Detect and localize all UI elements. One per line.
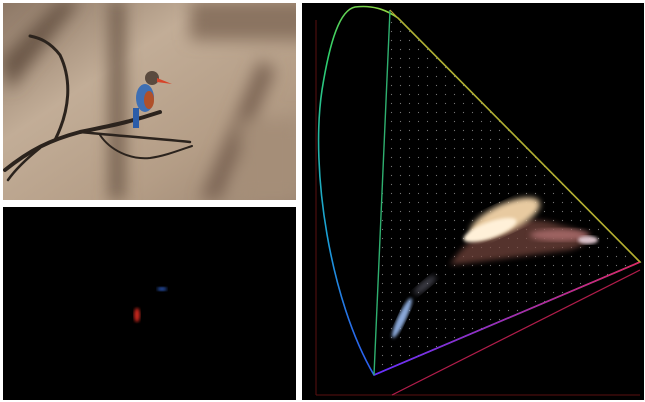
cloud-tail bbox=[413, 275, 437, 295]
purple-line bbox=[373, 261, 641, 376]
bird-breast bbox=[144, 91, 154, 109]
cloud-red bbox=[530, 229, 590, 241]
branch-up bbox=[28, 34, 70, 142]
blue-blob bbox=[157, 287, 167, 291]
bird-tail bbox=[133, 108, 139, 128]
spectral-locus bbox=[317, 5, 642, 377]
pixel-cloud bbox=[392, 197, 598, 339]
bird-head bbox=[145, 71, 159, 85]
tree-shadow bbox=[200, 60, 275, 200]
kingfisher bbox=[133, 71, 172, 128]
tree-shadow bbox=[3, 3, 78, 90]
tree-shadow bbox=[240, 120, 296, 200]
branch-right bbox=[78, 130, 192, 144]
branch-left bbox=[6, 146, 42, 182]
tree-shadow bbox=[190, 3, 296, 40]
tree-trunk bbox=[110, 3, 124, 200]
bird-beak bbox=[157, 78, 172, 84]
bird-photo bbox=[3, 3, 296, 200]
gamut-edge bbox=[391, 269, 641, 396]
cloud-highlight bbox=[463, 217, 517, 243]
red-blob bbox=[134, 308, 140, 322]
gamut-edge bbox=[389, 9, 641, 263]
branch-lower bbox=[99, 134, 193, 160]
cloud-tip bbox=[578, 236, 598, 244]
cloud-blue bbox=[392, 297, 412, 339]
mask-panel bbox=[3, 207, 296, 400]
gamut-edge bbox=[373, 9, 391, 376]
blurred-trees bbox=[3, 3, 296, 200]
